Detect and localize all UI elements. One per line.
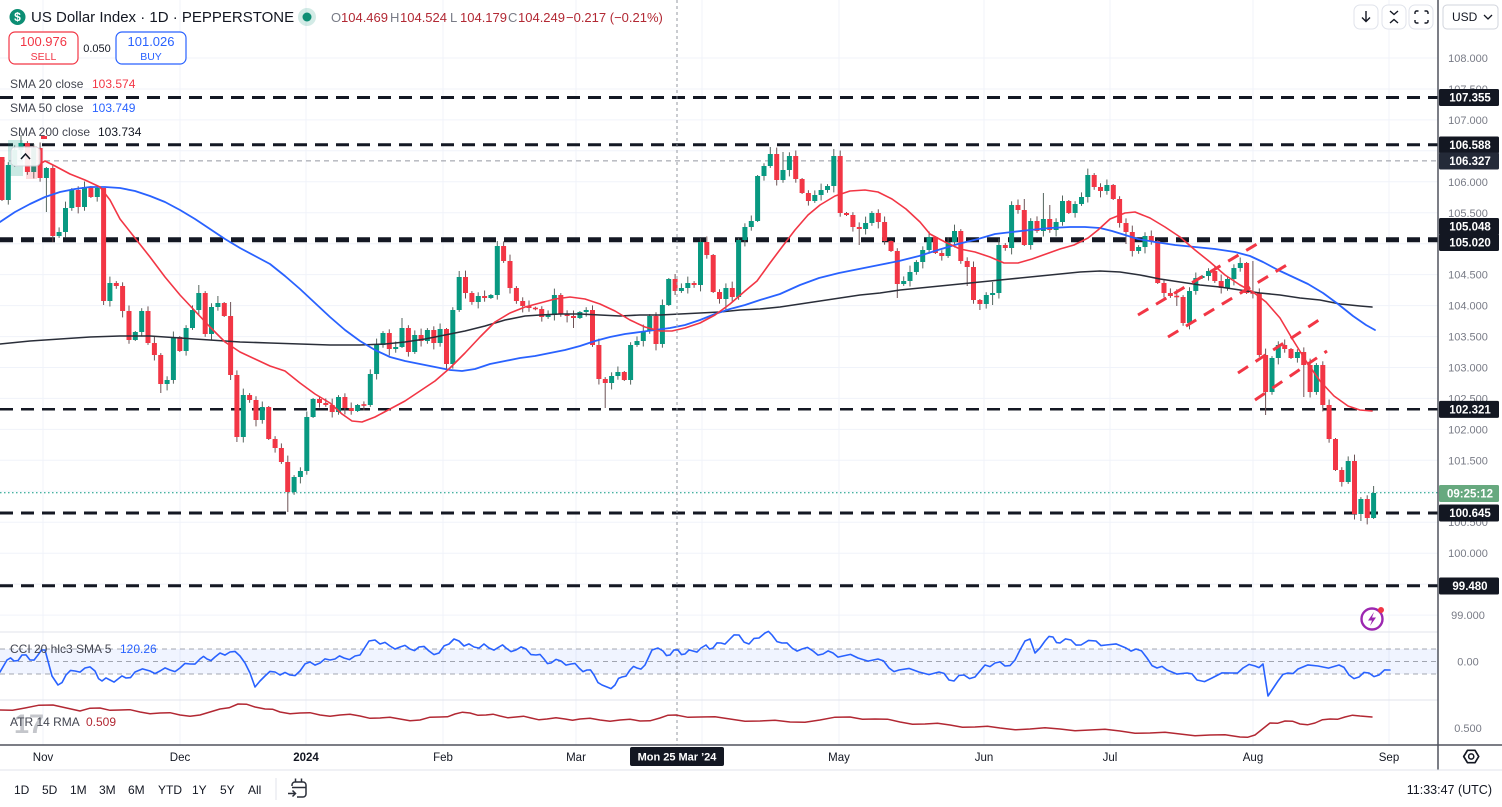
svg-text:H: H <box>390 10 399 25</box>
svg-text:105.020: 105.020 <box>1449 238 1491 250</box>
svg-text:0.509: 0.509 <box>86 715 116 729</box>
svg-text:106.588: 106.588 <box>1449 140 1491 152</box>
svg-text:0.500: 0.500 <box>1454 723 1482 735</box>
svg-text:Mon 25 Mar ’24: Mon 25 Mar ’24 <box>638 752 718 764</box>
svg-text:O: O <box>331 10 341 25</box>
svg-text:May: May <box>828 752 850 764</box>
svg-text:100.000: 100.000 <box>1448 548 1488 560</box>
svg-text:104.249: 104.249 <box>518 10 565 25</box>
svg-text:Mar: Mar <box>566 752 586 764</box>
svg-text:Nov: Nov <box>33 752 54 764</box>
svg-text:US Dollar Index · 1D · PEPPERS: US Dollar Index · 1D · PEPPERSTONE <box>31 9 294 26</box>
svg-text:6M: 6M <box>128 783 145 797</box>
svg-text:YTD: YTD <box>158 783 182 797</box>
svg-text:SELL: SELL <box>31 51 57 63</box>
svg-text:CCI 20 hlc3 SMA 5: CCI 20 hlc3 SMA 5 <box>10 642 112 656</box>
svg-text:L: L <box>450 10 457 25</box>
svg-text:−0.217 (−0.21%): −0.217 (−0.21%) <box>566 10 663 25</box>
svg-text:1Y: 1Y <box>192 783 207 797</box>
svg-text:All: All <box>248 783 261 797</box>
svg-text:09:25:12: 09:25:12 <box>1447 489 1493 501</box>
svg-text:$: $ <box>14 10 21 24</box>
svg-text:104.179: 104.179 <box>460 10 507 25</box>
svg-text:Dec: Dec <box>170 752 191 764</box>
svg-text:105.500: 105.500 <box>1448 208 1488 220</box>
svg-text:106.327: 106.327 <box>1449 156 1491 168</box>
svg-text:99.000: 99.000 <box>1451 610 1485 622</box>
svg-text:1M: 1M <box>70 783 87 797</box>
svg-text:103.749: 103.749 <box>92 101 136 115</box>
svg-text:107.000: 107.000 <box>1448 115 1488 127</box>
svg-text:0.00: 0.00 <box>1457 657 1478 669</box>
svg-text:101.026: 101.026 <box>128 34 175 49</box>
svg-text:0.050: 0.050 <box>83 43 111 55</box>
svg-text:103.000: 103.000 <box>1448 363 1488 375</box>
svg-text:104.000: 104.000 <box>1448 301 1488 313</box>
svg-text:SMA 50 close: SMA 50 close <box>10 101 84 115</box>
svg-text:BUY: BUY <box>140 51 162 63</box>
svg-text:11:33:47 (UTC): 11:33:47 (UTC) <box>1407 783 1492 797</box>
svg-text:102.321: 102.321 <box>1449 404 1491 416</box>
svg-text:C: C <box>508 10 517 25</box>
svg-text:107.355: 107.355 <box>1449 93 1491 105</box>
svg-text:SMA 20 close: SMA 20 close <box>10 77 84 91</box>
svg-text:Jul: Jul <box>1103 752 1118 764</box>
svg-text:USD: USD <box>1452 10 1478 24</box>
svg-text:103.500: 103.500 <box>1448 332 1488 344</box>
svg-text:101.500: 101.500 <box>1448 455 1488 467</box>
svg-text:1D: 1D <box>14 783 30 797</box>
svg-text:SMA 200 close: SMA 200 close <box>10 125 90 139</box>
svg-text:5D: 5D <box>42 783 58 797</box>
svg-text:103.734: 103.734 <box>98 125 142 139</box>
svg-text:108.000: 108.000 <box>1448 53 1488 65</box>
svg-text:105.048: 105.048 <box>1449 222 1491 234</box>
svg-text:Sep: Sep <box>1379 752 1399 764</box>
svg-text:3M: 3M <box>99 783 116 797</box>
svg-text:2024: 2024 <box>293 752 319 764</box>
svg-text:104.469: 104.469 <box>341 10 388 25</box>
svg-text:17: 17 <box>14 709 44 739</box>
svg-text:120.26: 120.26 <box>120 642 157 656</box>
svg-text:106.000: 106.000 <box>1448 177 1488 189</box>
svg-text:99.480: 99.480 <box>1452 581 1487 593</box>
svg-text:104.500: 104.500 <box>1448 270 1488 282</box>
svg-text:Aug: Aug <box>1243 752 1263 764</box>
svg-text:ATR 14 RMA: ATR 14 RMA <box>10 715 80 729</box>
svg-text:100.645: 100.645 <box>1449 508 1491 520</box>
svg-text:5Y: 5Y <box>220 783 235 797</box>
svg-text:104.524: 104.524 <box>400 10 447 25</box>
svg-text:103.574: 103.574 <box>92 77 136 91</box>
svg-text:Jun: Jun <box>975 752 994 764</box>
svg-text:102.000: 102.000 <box>1448 424 1488 436</box>
svg-text:Feb: Feb <box>433 752 453 764</box>
svg-text:100.976: 100.976 <box>20 34 67 49</box>
